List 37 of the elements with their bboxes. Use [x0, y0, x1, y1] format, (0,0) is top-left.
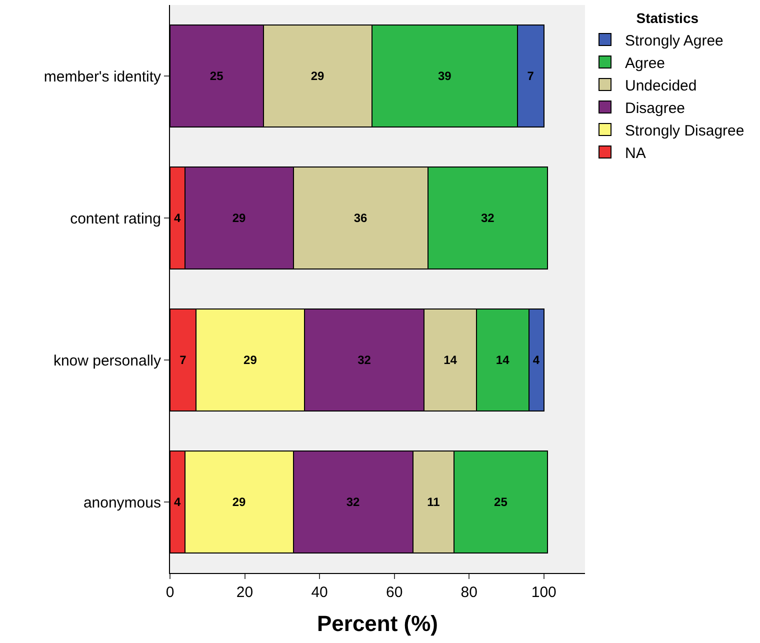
legend-label: NA: [625, 144, 646, 162]
y-tick-label: member's identity: [44, 68, 162, 86]
legend-label: Undecided: [625, 77, 697, 94]
x-tick-label: 0: [166, 584, 174, 601]
data-label: 29: [310, 69, 325, 83]
data-label: 29: [232, 211, 246, 225]
data-label: 7: [180, 353, 187, 367]
data-label: 39: [438, 69, 452, 83]
legend-label: Strongly Disagree: [625, 122, 744, 140]
data-label: 4: [174, 495, 181, 509]
data-label: 29: [232, 495, 246, 509]
x-tick-label: 80: [460, 584, 478, 601]
data-label: 32: [480, 211, 495, 225]
data-label: 4: [532, 353, 540, 367]
data-label: 7: [527, 69, 534, 83]
data-label: 36: [354, 211, 368, 225]
legend-label: Strongly Agree: [625, 32, 724, 50]
data-label: 29: [244, 353, 258, 367]
y-tick-label: anonymous: [83, 494, 161, 512]
x-tick-label: 20: [236, 584, 254, 601]
data-label: 25: [210, 69, 224, 83]
data-label: 32: [346, 495, 360, 509]
x-tick-label: 40: [311, 584, 328, 601]
legend-label: Agree: [625, 54, 666, 72]
data-label: 4: [174, 211, 181, 225]
data-label: 32: [358, 353, 372, 367]
data-label: 11: [427, 495, 440, 509]
data-label: 25: [494, 495, 508, 509]
x-tick-label: 100: [531, 584, 556, 601]
y-tick-label: content rating: [70, 210, 161, 228]
x-tick-label: 60: [386, 584, 403, 601]
data-label: 14: [496, 353, 510, 367]
legend-label: Disagree: [625, 100, 686, 117]
y-tick-label: know personally: [53, 352, 162, 370]
legend-title: Statistics: [636, 10, 699, 26]
x-axis-title: Percent (%): [316, 610, 438, 636]
data-label: 14: [444, 353, 458, 367]
